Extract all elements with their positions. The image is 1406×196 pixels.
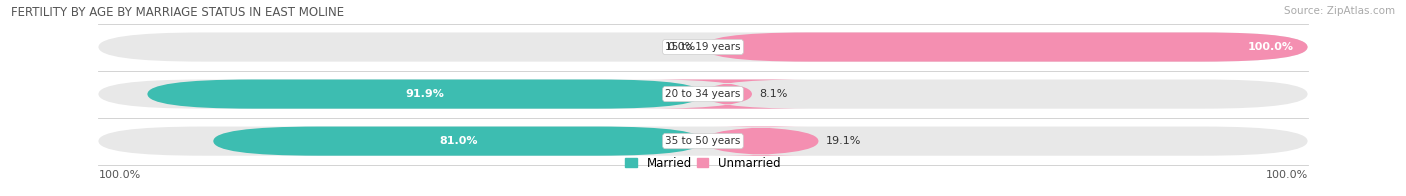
Text: 20 to 34 years: 20 to 34 years (665, 89, 741, 99)
Text: 8.1%: 8.1% (759, 89, 787, 99)
Text: 100.0%: 100.0% (1265, 170, 1308, 181)
Text: FERTILITY BY AGE BY MARRIAGE STATUS IN EAST MOLINE: FERTILITY BY AGE BY MARRIAGE STATUS IN E… (11, 6, 344, 19)
Text: 19.1%: 19.1% (825, 136, 860, 146)
FancyBboxPatch shape (98, 80, 1308, 109)
FancyBboxPatch shape (703, 33, 1308, 62)
Text: 100.0%: 100.0% (1247, 42, 1294, 52)
Text: Source: ZipAtlas.com: Source: ZipAtlas.com (1284, 6, 1395, 16)
Text: 91.9%: 91.9% (406, 89, 444, 99)
Text: 81.0%: 81.0% (439, 136, 478, 146)
FancyBboxPatch shape (148, 80, 703, 109)
Text: 15 to 19 years: 15 to 19 years (665, 42, 741, 52)
FancyBboxPatch shape (98, 127, 1308, 156)
FancyBboxPatch shape (214, 127, 703, 156)
Text: 100.0%: 100.0% (98, 170, 141, 181)
FancyBboxPatch shape (98, 33, 1308, 62)
FancyBboxPatch shape (703, 127, 818, 156)
Legend: Married, Unmarried: Married, Unmarried (626, 157, 780, 170)
Text: 0.0%: 0.0% (668, 42, 696, 52)
Text: 35 to 50 years: 35 to 50 years (665, 136, 741, 146)
FancyBboxPatch shape (647, 80, 807, 109)
